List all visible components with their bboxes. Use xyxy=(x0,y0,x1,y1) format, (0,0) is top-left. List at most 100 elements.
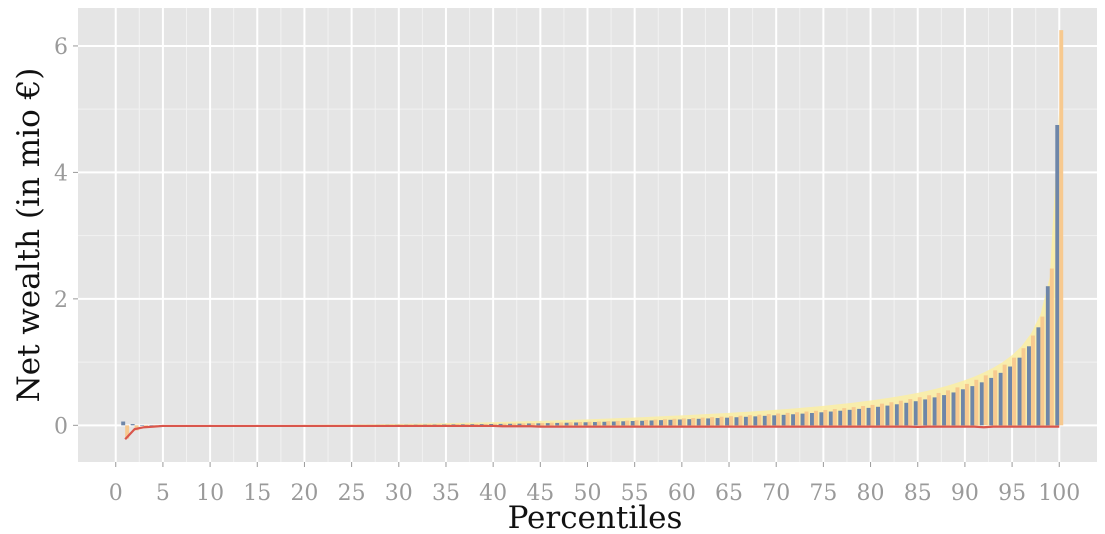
bar xyxy=(809,412,814,426)
bar xyxy=(1026,346,1031,426)
bar xyxy=(828,411,833,426)
bar xyxy=(489,423,494,426)
bar xyxy=(502,423,507,426)
bar xyxy=(615,420,620,426)
x-tick-label: 50 xyxy=(574,481,602,506)
bar xyxy=(568,422,573,426)
bar xyxy=(644,419,649,426)
bar xyxy=(517,423,522,426)
bar xyxy=(508,423,513,426)
bar xyxy=(493,423,498,426)
x-tick-label: 5 xyxy=(156,481,170,506)
line-series xyxy=(124,424,1060,440)
bar xyxy=(927,395,932,426)
bar xyxy=(955,387,960,426)
bar xyxy=(464,424,469,426)
bar xyxy=(813,410,818,426)
bar xyxy=(687,419,692,426)
bar xyxy=(861,406,866,426)
bar xyxy=(951,392,956,426)
bar xyxy=(621,421,626,426)
bar xyxy=(549,422,554,426)
x-tick-label: 0 xyxy=(109,481,123,506)
bar xyxy=(596,421,601,426)
bar xyxy=(640,420,645,426)
bar xyxy=(649,420,654,426)
bar xyxy=(898,400,903,426)
bar xyxy=(578,421,583,426)
x-tick-label: 95 xyxy=(998,481,1026,506)
bar xyxy=(583,422,588,426)
bar xyxy=(876,406,880,426)
bar xyxy=(512,423,516,426)
bar xyxy=(785,412,790,426)
bar xyxy=(681,418,686,426)
x-tick-label: 60 xyxy=(668,481,696,506)
bar xyxy=(800,413,805,426)
bar xyxy=(1030,335,1035,426)
bar xyxy=(149,425,154,426)
bar xyxy=(979,382,984,426)
bar xyxy=(445,424,450,426)
bar xyxy=(923,399,928,426)
x-tick-label: 100 xyxy=(1038,481,1080,506)
x-tick-label: 35 xyxy=(432,481,460,506)
bar xyxy=(1036,327,1041,426)
bar xyxy=(904,402,909,426)
bar xyxy=(842,408,847,426)
bar xyxy=(668,419,673,426)
bar xyxy=(1040,316,1045,426)
bar xyxy=(983,375,988,426)
bar xyxy=(700,417,705,426)
bar xyxy=(659,420,663,426)
bar xyxy=(653,419,658,426)
bar xyxy=(725,417,730,426)
bar xyxy=(870,404,875,426)
bar xyxy=(706,418,711,426)
bar xyxy=(932,397,937,426)
x-tick-label: 80 xyxy=(857,481,885,506)
bar xyxy=(964,383,969,426)
bar xyxy=(1002,364,1007,426)
y-axis-ticks: 0 2 4 6 xyxy=(54,35,78,439)
bar xyxy=(587,421,592,426)
bar xyxy=(847,409,852,426)
bar xyxy=(894,404,899,426)
bar xyxy=(677,419,682,426)
bar xyxy=(1008,366,1013,426)
bar xyxy=(866,407,871,426)
bar xyxy=(474,423,479,426)
x-axis-title: Percentiles xyxy=(508,500,683,534)
bar xyxy=(634,420,639,426)
bar xyxy=(574,422,579,426)
bar xyxy=(662,419,667,426)
bar xyxy=(832,409,837,426)
bar xyxy=(530,423,535,426)
bar xyxy=(140,425,145,426)
bar xyxy=(672,418,677,426)
bar xyxy=(823,409,828,426)
x-tick-label: 55 xyxy=(621,481,649,506)
x-tick-label: 70 xyxy=(762,481,790,506)
x-tick-label: 40 xyxy=(479,481,507,506)
bar xyxy=(998,372,1003,426)
bar xyxy=(795,412,800,426)
line-layer xyxy=(124,424,1060,440)
y-axis-title: Net wealth (in mio €) xyxy=(11,68,47,403)
bars-layer xyxy=(121,30,1064,439)
bar xyxy=(885,405,890,426)
bar xyxy=(970,386,975,426)
x-axis-ticks: 0 5 10 15 20 25 30 35 40 45 50 55 60 65 70 75 80 85 90 95 10… xyxy=(109,462,1080,506)
bar xyxy=(696,418,701,426)
bar xyxy=(879,403,884,426)
bar xyxy=(738,415,743,426)
bar xyxy=(734,417,739,426)
bar xyxy=(946,390,950,426)
x-tick-label: 85 xyxy=(904,481,932,506)
x-tick-label: 15 xyxy=(243,481,271,506)
bar xyxy=(942,395,947,426)
bar xyxy=(121,421,126,426)
bar xyxy=(130,424,135,426)
bar xyxy=(483,423,488,426)
